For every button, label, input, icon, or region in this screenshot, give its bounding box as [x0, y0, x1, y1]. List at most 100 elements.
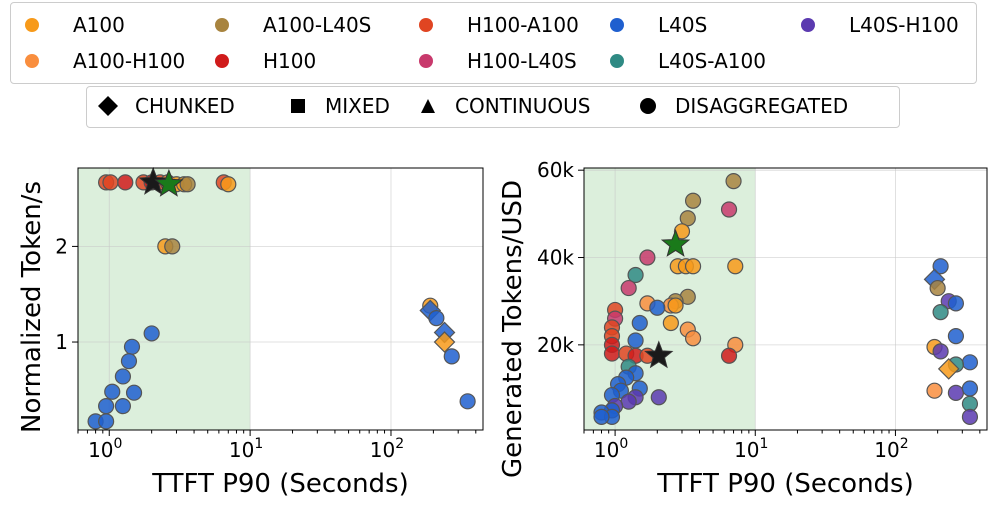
legend-dot-icon: [215, 18, 229, 32]
data-point-h100-l40s: [620, 279, 637, 297]
y-axis-label: Generated Tokens/USD: [498, 180, 528, 478]
data-point-a100-h100: [684, 330, 702, 347]
data-point-l40s: [443, 348, 460, 365]
data-point-a100-l40s: [179, 176, 196, 193]
data-point-l40s-a100: [932, 304, 949, 321]
data-point-a100: [727, 258, 744, 275]
legend-item-a100-l40s: A100-L40S: [215, 13, 371, 37]
x-tick-label: 100: [88, 436, 122, 462]
data-point-a100-l40s: [929, 279, 946, 297]
data-point-a100: [220, 176, 237, 193]
legend-item-a100-h100: A100-H100: [25, 49, 185, 73]
legend-dot-icon: [215, 54, 229, 68]
data-point-l40s: [114, 368, 132, 385]
axes-frame: [77, 167, 484, 431]
y-axis-label: Normalized Token/s: [17, 181, 47, 433]
data-point-a100-l40s: [164, 238, 181, 255]
y-tick-label: 40k: [537, 246, 574, 270]
legend-item-l40s-a100: L40S-A100: [610, 49, 766, 73]
legend-label: L40S-H100: [849, 13, 959, 37]
legend-item-disaggregated: DISAGGREGATED: [637, 94, 848, 118]
y-tick-label: 20k: [537, 333, 574, 357]
data-point-l40s: [114, 397, 132, 415]
circle-icon: [640, 98, 656, 114]
data-point-l40s: [627, 332, 644, 349]
data-point-l40s: [593, 408, 610, 425]
x-tick-label: 101: [229, 436, 263, 462]
legend-dot-icon: [801, 18, 815, 32]
star-marker: [660, 229, 691, 257]
data-point-l40s: [649, 299, 666, 316]
legend-dot-icon: [419, 54, 433, 68]
star-marker: [154, 168, 184, 197]
legend-dot-icon: [25, 18, 39, 32]
y-tick-label: 1: [55, 330, 68, 354]
legend-item-l40s-h100: L40S-H100: [801, 13, 959, 37]
data-point-a100: [684, 258, 702, 275]
data-point-a100: [667, 297, 684, 314]
data-point-a100: [937, 358, 960, 380]
data-point-a100: [673, 223, 691, 240]
legend-item-l40s: L40S: [610, 13, 707, 37]
data-point-l40s: [961, 354, 979, 371]
data-point-l40s-h100: [932, 343, 949, 360]
legend-item-a100: A100: [25, 13, 125, 37]
legend-label: DISAGGREGATED: [675, 94, 849, 118]
color-legend: A100 A100-H100 A100-L40S H100 H100-A100 H100-…: [10, 2, 977, 84]
data-point-a100: [433, 331, 456, 353]
data-point-l40s: [104, 383, 121, 400]
data-point-l40s-h100: [620, 393, 637, 410]
chart-2: 100 101 102 20k 40k 60k TTFT P90 (Seconds) Gene…: [498, 158, 988, 499]
shape-legend: CHUNKED MIXED CONTINUOUS DISAGGREGATED: [86, 86, 900, 128]
data-point-l40s: [932, 258, 949, 275]
axes-frame: [583, 167, 988, 431]
legend-label: H100-A100: [467, 13, 579, 37]
data-point-l40s: [459, 393, 476, 410]
triangle-icon: [421, 99, 435, 113]
data-point-a100-l40s: [684, 192, 702, 209]
data-point-h100-l40s: [639, 249, 656, 266]
legend-label: H100-L40S: [467, 49, 577, 73]
legend-item-mixed: MIXED: [287, 94, 390, 118]
data-point-l40s: [98, 397, 115, 415]
legend-item-continuous: CONTINUOUS: [417, 94, 590, 118]
x-tick-label: 102: [874, 436, 908, 462]
legend-label: CHUNKED: [135, 94, 235, 118]
y-tick-label: 2: [55, 234, 68, 258]
data-point-h100: [603, 345, 621, 362]
x-axis-label: TTFT P90 (Seconds): [151, 469, 409, 499]
legend-label: A100-L40S: [263, 13, 372, 37]
data-point-h100-a100: [102, 174, 119, 191]
data-point-a100-h100: [926, 382, 943, 399]
data-point-l40s: [123, 338, 141, 355]
data-point-l40s: [428, 310, 445, 327]
legend-label: A100: [73, 13, 125, 37]
square-icon: [291, 99, 305, 113]
data-point-h100: [720, 347, 738, 364]
data-point-l40s-a100: [627, 266, 644, 284]
data-point-l40s-h100: [650, 389, 667, 406]
data-point-a100-l40s: [725, 173, 742, 190]
chart-1: 100 101 102 1 2 TTFT P90 (Seconds) Normalized …: [17, 166, 484, 499]
data-point-l40s: [947, 328, 965, 345]
legend-item-h100-l40s: H100-L40S: [419, 49, 577, 73]
legend-dot-icon: [610, 54, 624, 68]
legend-dot-icon: [610, 18, 624, 32]
legend-label: H100: [263, 49, 317, 73]
data-point-h100-l40s: [720, 201, 738, 218]
data-point-l40s: [125, 384, 143, 401]
data-point-a100: [662, 314, 679, 332]
legend-label: A100-H100: [73, 49, 186, 73]
star-marker: [644, 340, 674, 369]
data-point-h100: [117, 174, 134, 191]
data-point-l40s: [631, 314, 648, 332]
data-point-l40s-h100: [961, 408, 979, 425]
diamond-icon: [98, 96, 118, 116]
data-point-l40s: [98, 413, 115, 430]
data-point-l40s: [947, 295, 965, 312]
legend-label: CONTINUOUS: [455, 94, 591, 118]
star-marker: [138, 166, 168, 195]
legend-label: MIXED: [325, 94, 390, 118]
x-tick-label: 101: [734, 436, 768, 462]
